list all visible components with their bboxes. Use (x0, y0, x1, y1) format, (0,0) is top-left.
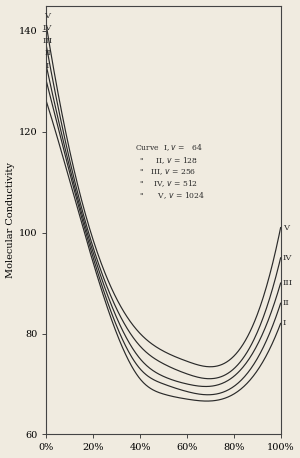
Text: III: III (283, 279, 293, 287)
Text: I: I (283, 319, 286, 327)
Text: V: V (44, 11, 50, 20)
Text: I: I (46, 62, 49, 70)
Text: IV: IV (283, 254, 292, 262)
Text: II: II (44, 49, 51, 58)
Text: Curve  I, $v$ =   64
  "     II, $v$ = 128
  "   III, $v$ = 256
  "    IV, $v$ =: Curve I, $v$ = 64 " II, $v$ = 128 " III,… (135, 143, 206, 202)
Text: II: II (283, 299, 290, 307)
Y-axis label: Molecular Conductivity: Molecular Conductivity (6, 162, 15, 278)
Text: V: V (283, 224, 289, 232)
Text: III: III (43, 37, 52, 45)
Text: IV: IV (43, 24, 52, 32)
